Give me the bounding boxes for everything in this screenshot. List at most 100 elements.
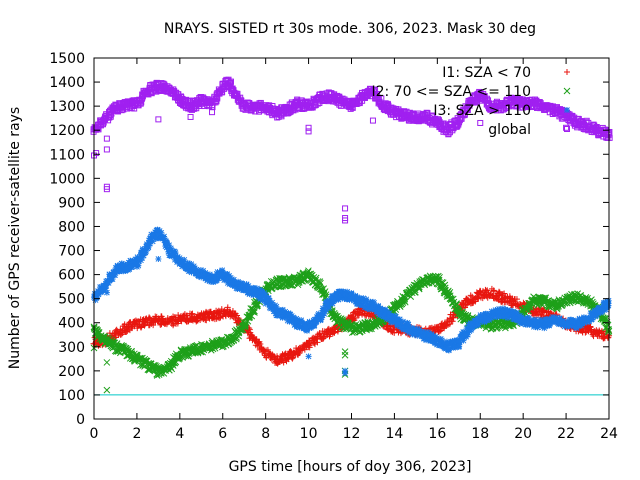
data-point: [146, 314, 153, 321]
outlier-point: [155, 255, 162, 262]
outlier-point: [341, 351, 349, 359]
data-point: [137, 324, 144, 331]
series-1: [90, 267, 613, 394]
y-tick-label: 200: [58, 364, 85, 380]
data-point: [306, 344, 313, 351]
y-tick-label: 1300: [49, 99, 85, 115]
outlier-point: [369, 117, 376, 124]
data-point: [401, 298, 409, 306]
data-point: [170, 313, 177, 320]
data-point: [496, 292, 503, 299]
x-tick-label: 22: [557, 426, 575, 442]
outlier-point: [103, 135, 110, 142]
outlier-point: [103, 386, 111, 394]
x-tick-label: 18: [471, 426, 489, 442]
y-tick-label: 1400: [49, 75, 85, 91]
outlier-point: [305, 353, 312, 360]
x-tick-label: 20: [514, 426, 532, 442]
x-tick-label: 4: [175, 426, 184, 442]
outlier-point: [155, 116, 162, 123]
data-point: [134, 325, 141, 332]
data-point: [224, 304, 231, 311]
y-tick-label: 1500: [49, 51, 85, 67]
data-point: [450, 314, 457, 321]
data-point: [179, 354, 186, 361]
y-tick-label: 500: [58, 292, 85, 308]
outlier-point: [342, 370, 349, 377]
data-point: [331, 329, 338, 336]
data-point: [254, 302, 261, 309]
data-point: [605, 302, 612, 309]
outlier-point: [477, 119, 484, 126]
outlier-point: [305, 124, 312, 131]
y-tick-label: 1000: [49, 171, 85, 187]
data-point: [150, 322, 157, 329]
data-point: [322, 291, 330, 299]
y-tick-label: 1100: [49, 147, 85, 163]
data-point: [124, 345, 132, 353]
legend-marker-1: [563, 87, 571, 95]
data-point: [350, 315, 357, 322]
data-point: [513, 296, 520, 303]
x-axis-label: GPS time [hours of doy 306, 2023]: [229, 459, 472, 475]
y-tick-label: 0: [76, 412, 85, 428]
series-3: [90, 76, 613, 224]
outlier-point: [305, 128, 312, 135]
x-tick-label: 24: [600, 426, 618, 442]
data-point: [437, 335, 444, 342]
data-point: [242, 321, 249, 329]
data-point: [316, 278, 324, 286]
y-tick-label: 1200: [49, 123, 85, 139]
data-point: [352, 315, 359, 322]
x-tick-label: 6: [218, 426, 227, 442]
y-tick-label: 100: [58, 388, 85, 404]
x-tick-label: 10: [300, 426, 318, 442]
data-point: [490, 287, 497, 294]
data-point: [449, 318, 456, 325]
data-point: [320, 334, 327, 341]
data-point: [252, 336, 259, 343]
data-point: [462, 302, 469, 309]
data-point: [189, 310, 196, 317]
y-tick-label: 900: [58, 195, 85, 211]
data-layer: [90, 76, 613, 394]
outlier-point: [103, 359, 111, 366]
data-point: [276, 283, 284, 290]
y-axis-label: Number of GPS receiver-satellite rays: [7, 107, 23, 369]
data-point: [95, 329, 103, 336]
chart-title: NRAYS. SISTED rt 30s mode. 306, 2023. Ma…: [164, 21, 536, 37]
data-point: [251, 309, 258, 316]
data-point: [296, 350, 303, 357]
y-tick-label: 800: [58, 219, 85, 235]
x-tick-label: 0: [90, 426, 99, 442]
x-tick-label: 12: [343, 426, 361, 442]
legend-label-0: I1: SZA < 70: [442, 65, 531, 81]
data-point: [456, 343, 463, 350]
legend-marker-2: [564, 107, 570, 113]
y-tick-label: 600: [58, 268, 85, 284]
data-point: [124, 328, 131, 335]
outlier-point: [342, 205, 349, 212]
outlier-point: [103, 146, 110, 153]
data-point: [286, 281, 294, 289]
outlier-point: [209, 109, 216, 116]
data-point: [162, 320, 169, 327]
legend-label-2: I3: SZA > 110: [433, 103, 531, 119]
data-point: [203, 317, 210, 324]
outlier-point: [103, 289, 110, 296]
data-point: [144, 366, 152, 373]
y-tick-label: 300: [58, 340, 85, 356]
y-tick-label: 400: [58, 316, 85, 332]
legend-label-3: global: [488, 122, 531, 138]
data-point: [314, 339, 321, 346]
x-tick-label: 8: [261, 426, 270, 442]
data-point: [488, 291, 495, 298]
data-point: [499, 290, 506, 297]
outlier-point: [187, 113, 194, 120]
data-point: [230, 334, 238, 342]
data-point: [251, 307, 258, 315]
legend-marker-0: [564, 69, 570, 75]
data-point: [257, 341, 264, 348]
x-tick-label: 2: [132, 426, 141, 442]
